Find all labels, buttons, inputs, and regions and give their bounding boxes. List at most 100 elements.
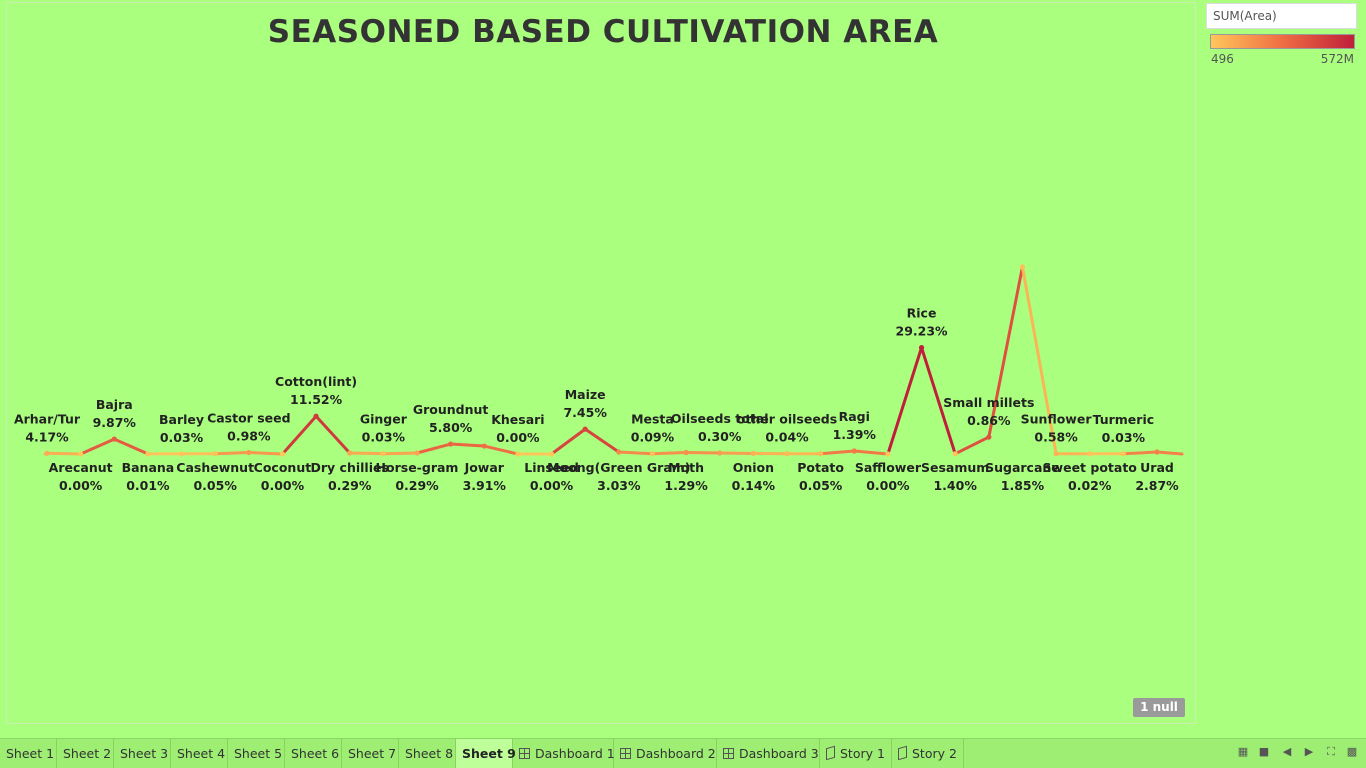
tab-label: Dashboard 3 (739, 746, 819, 761)
category-label: Onion (733, 460, 774, 475)
data-label: 0.02% (1068, 478, 1112, 493)
tab-sheet-7[interactable]: Sheet 7 (342, 739, 399, 768)
data-point[interactable] (414, 450, 420, 456)
monitor-icon[interactable]: ▩ (1346, 745, 1358, 758)
data-point[interactable] (616, 449, 622, 455)
line-chart[interactable]: Arhar/Tur 4.17% Arecanut 0.00% Bajra 9.87% Ban… (0, 0, 1200, 738)
data-label: 1.29% (664, 478, 708, 493)
data-point[interactable] (515, 451, 521, 457)
data-point[interactable] (111, 436, 117, 442)
data-point[interactable] (582, 426, 588, 432)
tab-label: Sheet 4 (177, 746, 226, 761)
data-label: 0.03% (160, 430, 204, 445)
data-point[interactable] (750, 450, 756, 457)
data-point[interactable] (1087, 451, 1093, 457)
data-label: 0.14% (732, 478, 776, 493)
color-legend-title[interactable]: SUM(Area) (1206, 3, 1357, 29)
color-legend-max: 572M (1320, 52, 1354, 66)
category-label: Sunflower (1021, 412, 1093, 427)
data-point[interactable] (717, 450, 723, 456)
data-point[interactable] (1154, 449, 1160, 455)
category-label: Coconut (254, 460, 312, 475)
data-label: 0.03% (1102, 430, 1146, 445)
category-label: Barley (159, 412, 204, 427)
tab-label: Story 2 (912, 746, 957, 761)
data-point[interactable] (44, 450, 50, 456)
tab-sheet-8[interactable]: Sheet 8 (399, 739, 456, 768)
category-label: Arecanut (49, 460, 113, 475)
data-point[interactable] (145, 451, 151, 457)
tab-sheet-9[interactable]: Sheet 9 (456, 739, 516, 768)
tab-label: Sheet 5 (234, 746, 283, 761)
data-label: 0.86% (967, 413, 1011, 428)
category-label: Sweet potato (1043, 460, 1138, 475)
line-segment (886, 346, 924, 456)
category-label: Khesari (491, 412, 544, 427)
data-point[interactable] (1053, 451, 1059, 457)
data-point[interactable] (784, 451, 790, 457)
category-label: Dry chillies (311, 460, 389, 475)
data-point[interactable] (1019, 264, 1026, 270)
data-label: 5.80% (429, 420, 473, 435)
data-label: 7.45% (563, 405, 607, 420)
tab-sheet-2[interactable]: Sheet 2 (57, 739, 114, 768)
tab-dashboard-1[interactable]: Dashboard 1 (513, 739, 615, 768)
dashboard-icon (723, 748, 734, 759)
next-sheet-icon[interactable]: ▶ (1304, 745, 1314, 758)
data-point[interactable] (986, 434, 992, 440)
presentation-mode-icon[interactable]: ⛶ (1327, 745, 1335, 758)
data-point[interactable] (818, 451, 824, 457)
data-point[interactable] (78, 451, 84, 457)
data-point[interactable] (178, 451, 185, 457)
line-segment (45, 451, 83, 456)
previous-sheet-icon[interactable]: ◀ (1282, 745, 1292, 758)
data-point[interactable] (279, 451, 286, 457)
data-point[interactable] (885, 451, 891, 457)
data-point[interactable] (1120, 451, 1126, 457)
data-point[interactable] (683, 449, 689, 456)
data-point[interactable] (380, 451, 386, 457)
show-filmstrip-icon[interactable]: ■ (1258, 745, 1270, 758)
data-point[interactable] (918, 344, 925, 351)
tab-label: Sheet 2 (63, 746, 112, 761)
category-label: Sugarcane (985, 460, 1060, 475)
line-segment (449, 442, 486, 448)
tab-dashboard-3[interactable]: Dashboard 3 (717, 739, 820, 768)
show-sheet-sorter-icon[interactable]: ▦ (1237, 745, 1249, 758)
category-label: Ginger (360, 412, 408, 427)
data-point[interactable] (313, 413, 319, 419)
data-label: 0.00% (496, 430, 540, 445)
data-label: 0.09% (631, 430, 675, 445)
category-label: Linseed (524, 460, 579, 475)
tab-sheet-3[interactable]: Sheet 3 (114, 739, 171, 768)
line-segment (247, 451, 284, 456)
data-label: 0.30% (698, 429, 742, 444)
data-point[interactable] (851, 448, 857, 454)
tab-dashboard-2[interactable]: Dashboard 2 (614, 739, 717, 768)
data-point[interactable] (246, 449, 252, 456)
tab-story-1[interactable]: Story 1 (820, 739, 892, 768)
data-label: 9.87% (93, 415, 137, 430)
tab-sheet-5[interactable]: Sheet 5 (228, 739, 285, 768)
data-label: 29.23% (896, 324, 949, 339)
tab-story-2[interactable]: Story 2 (892, 739, 964, 768)
data-point[interactable] (952, 451, 958, 457)
category-label: Oilseeds total (671, 411, 769, 426)
data-point[interactable] (481, 443, 487, 449)
line-segment (550, 427, 587, 456)
data-point[interactable] (212, 451, 218, 457)
data-point[interactable] (448, 441, 454, 447)
tab-sheet-1[interactable]: Sheet 1 (0, 739, 57, 768)
data-label: 0.03% (362, 430, 406, 445)
tab-sheet-6[interactable]: Sheet 6 (285, 739, 342, 768)
color-legend-min: 496 (1211, 52, 1234, 66)
category-label: Potato (797, 460, 844, 475)
data-point[interactable] (548, 451, 555, 457)
data-label: 1.85% (1001, 478, 1045, 493)
data-point[interactable] (347, 450, 353, 456)
data-label: 0.98% (227, 429, 271, 444)
tab-sheet-4[interactable]: Sheet 4 (171, 739, 228, 768)
line-segment (79, 437, 116, 456)
data-point[interactable] (649, 451, 656, 457)
null-indicator[interactable]: 1 null (1133, 698, 1185, 717)
